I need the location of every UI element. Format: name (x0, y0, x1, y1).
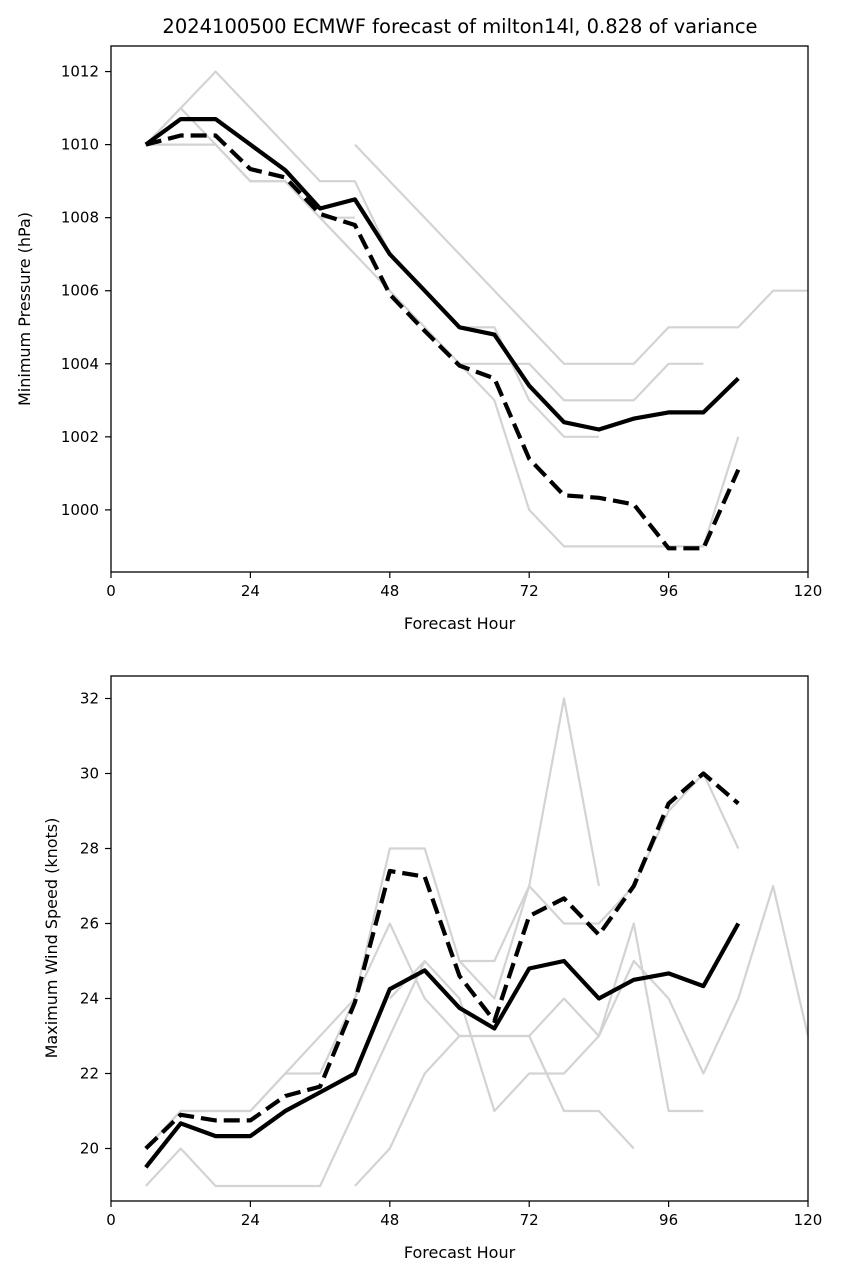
wind-member-line-5 (388, 922, 704, 1113)
wind-member-line-3 (144, 922, 635, 1150)
pressure-x-tick-label: 72 (520, 582, 539, 600)
wind-y-tick-label: 22 (80, 1065, 99, 1083)
pressure-y-tick-label: 1004 (61, 355, 99, 373)
pressure-y-tick-label: 1006 (61, 282, 99, 300)
pressure-x-ticks: 0 24 48 72 96 120 (106, 572, 822, 600)
wind-y-tick-label: 30 (80, 765, 99, 783)
pressure-solid-line (144, 116, 740, 432)
wind-y-tick-label: 20 (80, 1140, 99, 1158)
pressure-y-tick-label: 1008 (61, 209, 99, 227)
pressure-dashed-line (145, 133, 741, 551)
pressure-y-tick-label: 1010 (61, 136, 99, 154)
pressure-x-tick-label: 0 (106, 582, 116, 600)
pressure-axes-frame (110, 45, 809, 573)
wind-x-tick-label: 0 (106, 1211, 116, 1229)
wind-member-line-1 (144, 960, 426, 1188)
pressure-y-ticks: 1000 1002 1004 1006 1008 1010 1012 (61, 63, 111, 519)
wind-x-tick-label: 24 (241, 1211, 260, 1229)
wind-x-axis-label: Forecast Hour (404, 1243, 516, 1262)
pressure-x-tick-label: 24 (241, 582, 260, 600)
wind-y-axis-label: Maximum Wind Speed (knots) (42, 818, 61, 1059)
wind-x-tick-label: 120 (794, 1211, 823, 1229)
pressure-panel: 0 24 48 72 96 120 1000 1002 1004 1006 1008 1010 101… (15, 45, 822, 633)
wind-x-tick-label: 72 (520, 1211, 539, 1229)
figure-title: 2024100500 ECMWF forecast of milton14l, … (162, 15, 757, 38)
wind-plot-area (144, 697, 810, 1188)
wind-dashed-line (144, 771, 740, 1151)
pressure-y-tick-label: 1000 (61, 501, 99, 519)
pressure-member-line-4 (354, 143, 808, 365)
wind-y-tick-label: 28 (80, 840, 99, 858)
pressure-member-line-5 (459, 362, 704, 402)
wind-axes-frame (110, 675, 809, 1202)
wind-y-tick-label: 24 (80, 990, 99, 1008)
wind-member-line-4 (354, 884, 810, 1187)
pressure-x-tick-label: 96 (659, 582, 678, 600)
wind-y-ticks: 20 22 24 26 28 30 32 (80, 690, 111, 1158)
pressure-y-tick-label: 1012 (61, 63, 99, 81)
wind-x-ticks: 0 24 48 72 96 120 (106, 1201, 822, 1229)
pressure-plot-area (144, 70, 808, 551)
pressure-x-tick-label: 48 (380, 582, 399, 600)
pressure-x-axis-label: Forecast Hour (404, 614, 516, 633)
pressure-y-tick-label: 1002 (61, 428, 99, 446)
wind-x-tick-label: 48 (380, 1211, 399, 1229)
wind-solid-line (144, 922, 741, 1169)
pressure-x-tick-label: 120 (794, 582, 823, 600)
pressure-y-axis-label: Minimum Pressure (hPa) (15, 212, 34, 406)
wind-y-tick-label: 26 (80, 915, 99, 933)
wind-panel: 0 24 48 72 96 120 20 22 24 26 28 30 32 Forecast Hou… (42, 675, 822, 1262)
pressure-member-line-3 (145, 70, 599, 438)
wind-x-tick-label: 96 (659, 1211, 678, 1229)
wind-y-tick-label: 32 (80, 690, 99, 708)
